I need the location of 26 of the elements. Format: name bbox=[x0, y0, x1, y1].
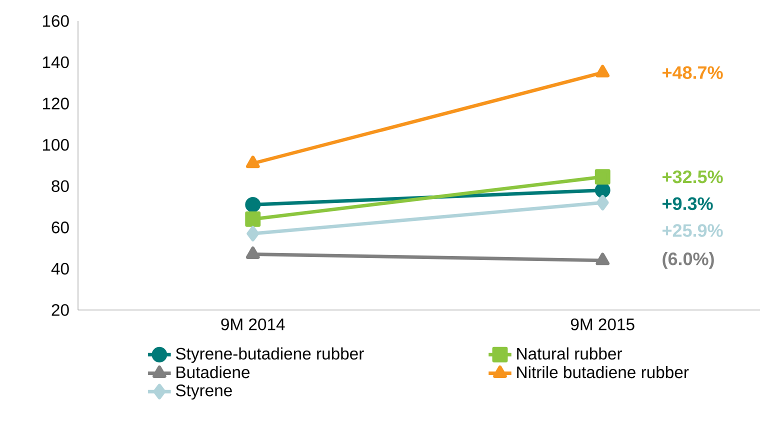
legend-label: Natural rubber bbox=[517, 347, 622, 360]
x-tick-label: 9M 2015 bbox=[570, 318, 634, 330]
y-tick-label: 20 bbox=[52, 304, 69, 316]
x-tick-label: 9M 2014 bbox=[221, 318, 285, 330]
annotation: +48.7% bbox=[662, 66, 723, 79]
annotation: (6.0%) bbox=[662, 252, 714, 269]
y-tick-label: 80 bbox=[52, 180, 69, 192]
annotation: +32.5% bbox=[662, 170, 723, 184]
legend-label: Styrene bbox=[176, 384, 232, 400]
point bbox=[594, 182, 610, 198]
point bbox=[594, 169, 610, 185]
point bbox=[245, 196, 261, 212]
y-tick-label: 40 bbox=[51, 262, 69, 275]
annotation: +25.9% bbox=[662, 224, 723, 237]
legend-label: Styrene-butadiene rubber bbox=[176, 347, 364, 363]
point bbox=[245, 211, 261, 227]
legend-label: Nitrile butadiene rubber bbox=[517, 366, 689, 378]
legend-label: Butadiene bbox=[176, 366, 250, 378]
point bbox=[596, 194, 609, 210]
y-tick-label: 100 bbox=[42, 138, 69, 151]
y-tick-label: 120 bbox=[42, 98, 69, 110]
point bbox=[246, 226, 260, 242]
y-tick-label: 140 bbox=[42, 56, 69, 68]
y-tick-label: 160 bbox=[42, 15, 69, 27]
annotation: +9.3% bbox=[662, 197, 713, 210]
y-tick-label: 60 bbox=[52, 222, 69, 234]
